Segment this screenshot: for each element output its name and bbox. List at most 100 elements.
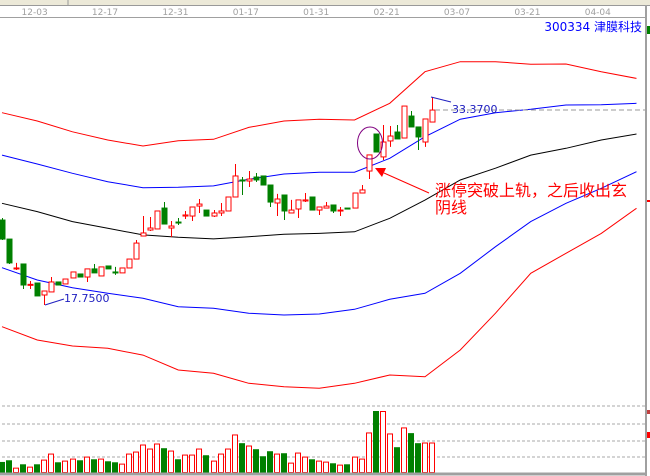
candle-body xyxy=(140,232,147,237)
candle-body xyxy=(366,154,373,172)
volume-bar xyxy=(6,460,12,473)
candle[interactable] xyxy=(77,273,84,278)
candle[interactable] xyxy=(196,198,203,213)
volume-bar xyxy=(246,445,252,473)
candle[interactable] xyxy=(352,192,359,209)
candle[interactable] xyxy=(175,218,182,225)
date-tick-label: 01-31 xyxy=(303,8,329,18)
candle[interactable] xyxy=(6,238,13,264)
candle[interactable] xyxy=(281,194,288,221)
candle[interactable] xyxy=(373,133,380,153)
candle[interactable] xyxy=(337,206,344,217)
volume-bar xyxy=(330,463,336,473)
candle[interactable] xyxy=(105,265,112,270)
volume-bar xyxy=(274,453,280,474)
candle[interactable] xyxy=(415,126,422,150)
candle[interactable] xyxy=(246,171,253,188)
candle[interactable] xyxy=(182,210,189,219)
highlight-circle xyxy=(357,126,383,160)
candle[interactable] xyxy=(239,177,246,196)
candle[interactable] xyxy=(274,193,281,217)
candle[interactable] xyxy=(302,193,309,203)
volume-bar xyxy=(133,451,139,473)
candle[interactable] xyxy=(161,202,168,225)
candle[interactable] xyxy=(387,126,394,147)
candle[interactable] xyxy=(330,204,337,213)
candle[interactable] xyxy=(316,206,323,215)
candle[interactable] xyxy=(27,281,34,290)
candle[interactable] xyxy=(112,266,119,275)
candle[interactable] xyxy=(408,110,415,128)
candle[interactable] xyxy=(13,262,20,270)
annotation-arrow-head-icon xyxy=(375,168,386,177)
volume-bar xyxy=(295,452,301,473)
candle-body xyxy=(133,242,140,260)
candle[interactable] xyxy=(429,97,436,123)
candle[interactable] xyxy=(253,173,260,182)
candle[interactable] xyxy=(154,210,161,230)
volume-bar xyxy=(48,453,54,474)
candle[interactable] xyxy=(98,266,105,277)
candle[interactable] xyxy=(359,185,366,194)
volume-bar xyxy=(380,411,386,473)
candle[interactable] xyxy=(309,196,316,211)
candle[interactable] xyxy=(394,124,401,140)
candle[interactable] xyxy=(70,271,77,279)
candle[interactable] xyxy=(295,199,302,219)
candle[interactable] xyxy=(126,258,133,269)
stock-code: 300334 xyxy=(544,20,591,34)
candle[interactable] xyxy=(366,154,373,180)
volume-bar xyxy=(55,462,61,473)
candle[interactable] xyxy=(288,199,295,214)
volume-bar xyxy=(27,466,33,473)
volume-bar xyxy=(84,456,90,474)
candle[interactable] xyxy=(267,184,274,207)
band-outer-lower xyxy=(1,207,637,389)
candle-body xyxy=(225,196,232,212)
candle[interactable] xyxy=(218,202,225,217)
candle-body xyxy=(77,273,84,278)
volume-bar xyxy=(105,461,111,473)
low-marker-line xyxy=(44,298,65,306)
candle[interactable] xyxy=(147,216,154,231)
volume-bar xyxy=(359,458,365,474)
candle[interactable] xyxy=(260,175,267,186)
candle-body xyxy=(196,203,203,207)
candle[interactable] xyxy=(211,210,218,217)
candle[interactable] xyxy=(168,220,175,237)
candle[interactable] xyxy=(422,118,429,147)
volume-bar xyxy=(70,458,76,474)
candle[interactable] xyxy=(119,267,126,274)
candle[interactable] xyxy=(84,268,91,282)
candle[interactable] xyxy=(41,290,48,305)
candle[interactable] xyxy=(140,216,147,237)
candle[interactable] xyxy=(62,278,69,285)
candle[interactable] xyxy=(203,209,210,217)
candle[interactable] xyxy=(225,196,232,212)
candle[interactable] xyxy=(34,282,41,297)
candle[interactable] xyxy=(0,218,6,241)
volume-grid xyxy=(2,405,645,458)
candle[interactable] xyxy=(20,263,27,290)
candle[interactable] xyxy=(401,105,408,139)
candle[interactable] xyxy=(48,277,55,293)
candle[interactable] xyxy=(232,163,239,198)
candle[interactable] xyxy=(344,207,351,210)
candle[interactable] xyxy=(189,206,196,221)
volume-bar xyxy=(239,443,245,473)
candle-body xyxy=(408,115,415,128)
volume-bar xyxy=(387,433,393,474)
volume-bar xyxy=(77,460,83,473)
candle[interactable] xyxy=(55,281,62,286)
candle-body xyxy=(352,192,359,209)
volume-bar xyxy=(323,461,329,474)
candle[interactable] xyxy=(323,202,330,209)
candle[interactable] xyxy=(91,263,98,274)
candle-body xyxy=(267,184,274,203)
candle[interactable] xyxy=(380,124,387,160)
candle[interactable] xyxy=(133,240,140,260)
volume-bar xyxy=(352,456,358,474)
date-tick-label: 04-04 xyxy=(585,8,611,18)
